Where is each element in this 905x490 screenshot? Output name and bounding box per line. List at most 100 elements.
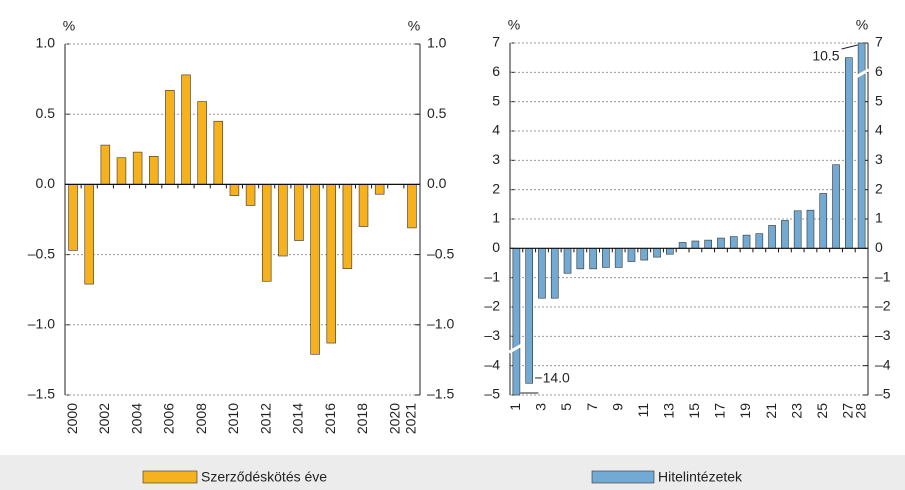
y2-tick-label: –4 [875,356,891,372]
y-tick-label: –4 [484,356,500,372]
x-tick-label: 2016 [322,403,338,434]
y2-tick-label: –1.5 [427,386,454,402]
bar [563,248,572,274]
y2-tick-label: 1 [875,210,883,226]
bar [116,157,127,185]
y2-tick-label: 0 [875,239,883,255]
y2-tick-label: –0.5 [427,245,454,261]
bar [100,144,111,185]
bar [358,184,369,227]
y-tick-label: 1.0 [36,35,56,51]
bar [261,184,272,282]
y-tick-label: 0 [492,239,500,255]
legend-swatch [591,470,655,484]
bar [197,101,207,185]
y-tick-label: –3 [484,327,500,343]
x-tick-label: 19 [737,403,753,419]
y-tick-label: 4 [492,122,500,138]
bar [742,234,751,249]
bar [793,210,802,249]
y2-tick-label: –1.0 [427,316,454,332]
bar [781,220,789,249]
bar [627,248,636,262]
bar [845,57,853,249]
y-unit: % [508,17,520,33]
y-tick-label: 3 [492,151,500,167]
bar [589,248,597,270]
axis-break [853,68,870,80]
bar [294,184,304,241]
y-tick-label: –1 [484,268,500,284]
bar [729,236,738,249]
x-tick-label: 2012 [257,403,273,434]
bar [653,248,661,258]
y-tick-label: 0.5 [36,105,56,121]
bar [640,248,649,261]
x-tick-label: 2014 [290,403,306,434]
value-label: 10.5 [812,48,839,64]
y2-tick-label: –5 [875,386,891,402]
bar [806,209,815,249]
x-tick-label: 2008 [193,403,209,434]
bar [407,184,417,229]
y2-tick-label: 0.5 [427,105,447,121]
y2-tick-label: 7 [875,34,883,50]
x-tick-label: 2004 [128,403,144,434]
y-tick-label: 0.0 [36,175,56,191]
bar [229,184,240,196]
x-tick-label: 2010 [225,403,241,434]
x-tick-label: 27 [840,403,856,419]
bar [525,248,533,384]
x-tick-label: 21 [763,403,779,419]
y2-unit: % [856,17,868,33]
y-tick-label: 5 [492,92,500,108]
bar [666,248,674,255]
y2-tick-label: 1.0 [427,35,447,51]
x-tick-label: 2021 [403,403,419,434]
y2-tick-label: –2 [875,298,891,314]
x-tick-label: 9 [609,403,625,411]
bar [132,151,143,185]
bar [678,242,687,249]
y-tick-label: 1 [492,210,500,226]
bar [68,184,78,251]
x-tick-label: 5 [558,403,574,411]
bar [832,164,840,249]
x-tick-label: 15 [686,403,702,419]
y2-unit: % [408,18,420,34]
legend-swatch [142,470,198,484]
bar [538,248,546,299]
bar [342,184,353,269]
bar [278,184,288,257]
x-tick-label: 25 [814,403,830,419]
y-tick-label: –5 [484,386,500,402]
bar [576,248,585,270]
x-tick-label: 2006 [161,403,177,434]
x-tick-label: 11 [635,403,651,418]
bar [691,240,700,249]
bar [550,248,559,299]
bar [768,225,776,249]
y2-tick-label: 3 [875,151,883,167]
y2-tick-label: 6 [875,63,883,79]
axis-break [508,342,525,354]
x-tick-label: 2002 [96,403,112,434]
y2-tick-label: –3 [875,327,891,343]
y-tick-label: 7 [492,34,500,50]
x-tick-label: 7 [584,403,600,411]
bar [374,184,385,195]
x-tick-label: 1 [507,403,523,411]
y2-tick-label: 4 [875,122,883,138]
x-tick-label: 2018 [354,403,370,434]
bar [181,74,191,185]
x-tick-label: 2020 [386,403,402,434]
y-tick-label: –0.5 [28,245,55,261]
y2-tick-label: 2 [875,180,883,196]
bar [326,184,336,344]
y-tick-label: 2 [492,180,500,196]
label-leader [841,44,858,50]
y-unit: % [63,18,75,34]
legend-label: Hitelintézetek [658,469,743,485]
